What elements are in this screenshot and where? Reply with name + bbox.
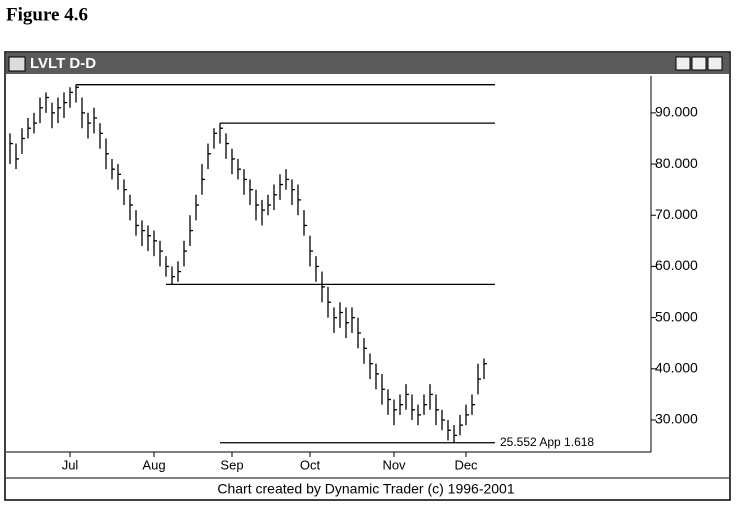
level-label: 25.552 App 1.618 [500,435,594,449]
figure-title: Figure 4.6 [6,4,88,25]
y-tick-label: 60.000 [655,257,698,273]
window-frame [4,51,731,501]
y-tick-label: 30.000 [655,411,698,427]
window-icon [8,56,26,72]
y-tick-label: 90.000 [655,104,698,120]
y-tick-label: 80.000 [655,155,698,171]
maximize-button[interactable] [691,56,707,71]
y-tick-label: 40.000 [655,360,698,376]
x-tick-label: Jul [62,457,79,472]
y-tick-label: 70.000 [655,206,698,222]
footer: Chart created by Dynamic Trader (c) 1996… [217,481,514,497]
x-tick-label: Nov [382,457,406,472]
window-title: LVLT D-D [30,55,96,72]
y-tick-label: 50.000 [655,308,698,324]
minimize-button[interactable] [675,56,691,71]
title-bar [6,53,729,74]
x-tick-label: Dec [454,457,478,472]
x-tick-label: Aug [142,457,165,472]
close-button[interactable] [707,56,723,71]
x-tick-label: Oct [300,457,321,472]
x-tick-label: Sep [220,457,243,472]
